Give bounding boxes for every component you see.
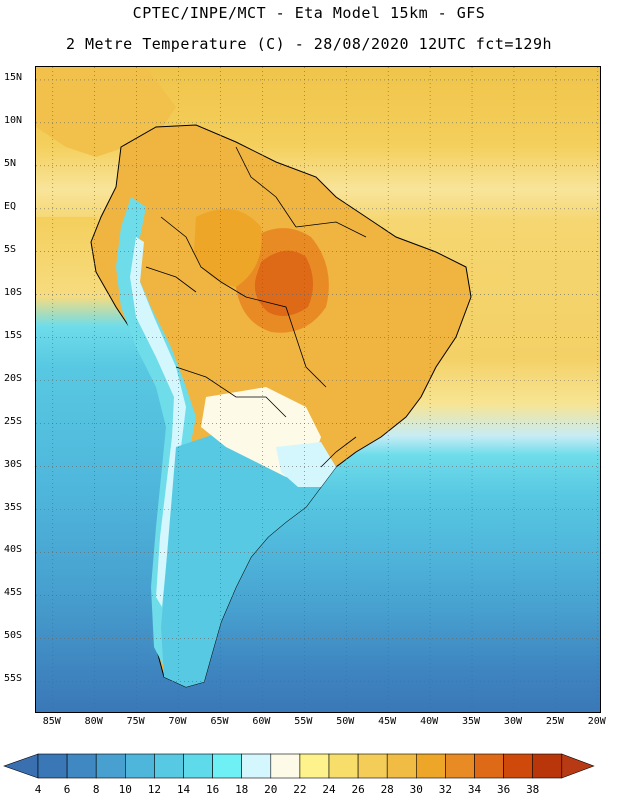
colorbar-swatch [445,753,475,779]
colorbar-tick-label: 38 [526,783,540,796]
lon-tick-label: 85W [42,716,61,727]
chart-title-line-2: 2 Metre Temperature (C) - 28/08/2020 12U… [65,35,553,53]
colorbar-tick-label: 28 [380,783,394,796]
uruguay-cool-zone [276,442,336,487]
lon-tick-label: 35W [461,716,481,727]
colorbar-under-arrow [3,753,39,779]
colorbar-swatch [95,753,126,779]
colorbar-tick-label: 12 [147,783,162,796]
lon-tick-label: 40W [420,716,439,727]
colorbar [3,753,595,779]
lat-tick-label: 10S [4,286,23,298]
colorbar-swatch [357,753,388,779]
lat-tick-label: EQ [4,200,17,212]
lat-tick-label: 50S [4,630,23,642]
lat-tick-label: 40S [4,544,23,556]
colorbar-tick-label: 8 [92,783,100,796]
colorbar-tick-label: 22 [293,783,307,796]
colorbar-swatch [532,753,563,779]
lon-tick-label: 20W [587,716,606,727]
colorbar-swatch [212,753,243,779]
colorbar-tick-label: 32 [438,783,453,796]
colorbar-swatch [125,753,155,779]
colorbar-tick-label: 10 [118,783,132,796]
lat-tick-label: 15N [4,71,23,83]
colorbar-swatch [154,753,184,779]
lon-tick-label: 70W [168,716,187,727]
lon-tick-label: 60W [252,716,271,727]
lon-tick-label: 25W [545,716,564,727]
colorbar-swatch [37,753,68,779]
hot-core-inner [254,250,314,316]
lat-tick-label: 25S [4,415,23,427]
lon-tick-label: 45W [378,716,397,727]
lat-tick-label: 45S [4,587,23,599]
chart-title-line-1: CPTEC/INPE/MCT - Eta Model 15km - GFS [132,4,486,22]
colorbar-swatch [328,753,359,779]
colorbar-tick-label: 4 [34,783,42,796]
lat-tick-label: 10N [4,114,23,126]
colorbar-swatch [474,753,504,779]
colorbar-tick-label: 14 [176,783,191,796]
colorbar-tick-label: 30 [409,783,423,796]
lon-tick-label: 80W [84,716,103,727]
colorbar-swatch [66,753,97,779]
colorbar-swatch [503,753,534,779]
colorbar-tick-label: 26 [351,783,365,796]
lat-tick-label: 5N [4,157,17,169]
lat-tick-label: 20S [4,372,23,384]
andes-high-zone [130,237,186,607]
colorbar-tick-label: 18 [235,783,249,796]
lat-tick-label: 55S [4,673,23,685]
colorbar-tick-label: 36 [496,783,511,796]
colorbar-tick-label: 34 [467,783,482,796]
central-america-land [36,67,176,157]
lon-tick-label: 55W [294,716,313,727]
lat-tick-label: 35S [4,501,23,513]
colorbar-swatch [183,753,213,779]
southern-cone-cool [161,427,336,687]
colorbar-tick-label: 24 [322,783,336,796]
warm-amazon-west [194,209,262,287]
map-svg [36,67,600,712]
lat-tick-label: 15S [4,329,23,341]
country-borders [145,146,367,468]
temperature-map [35,66,601,713]
lon-tick-label: 50W [336,716,355,727]
colorbar-swatch [241,753,272,779]
colorbar-tick-label: 16 [205,783,220,796]
lon-tick-label: 65W [210,716,229,727]
lat-tick-label: 5S [4,243,17,255]
lon-tick-label: 30W [503,716,522,727]
colorbar-over-arrow [561,753,595,779]
colorbar-tick-label: 6 [63,783,71,796]
colorbar-swatch [270,753,301,779]
colorbar-swatch [415,753,446,779]
lat-tick-label: 30S [4,458,23,470]
lon-tick-label: 75W [126,716,145,727]
colorbar-swatch [386,753,417,779]
colorbar-tick-label: 20 [264,783,278,796]
colorbar-swatch [299,753,330,779]
